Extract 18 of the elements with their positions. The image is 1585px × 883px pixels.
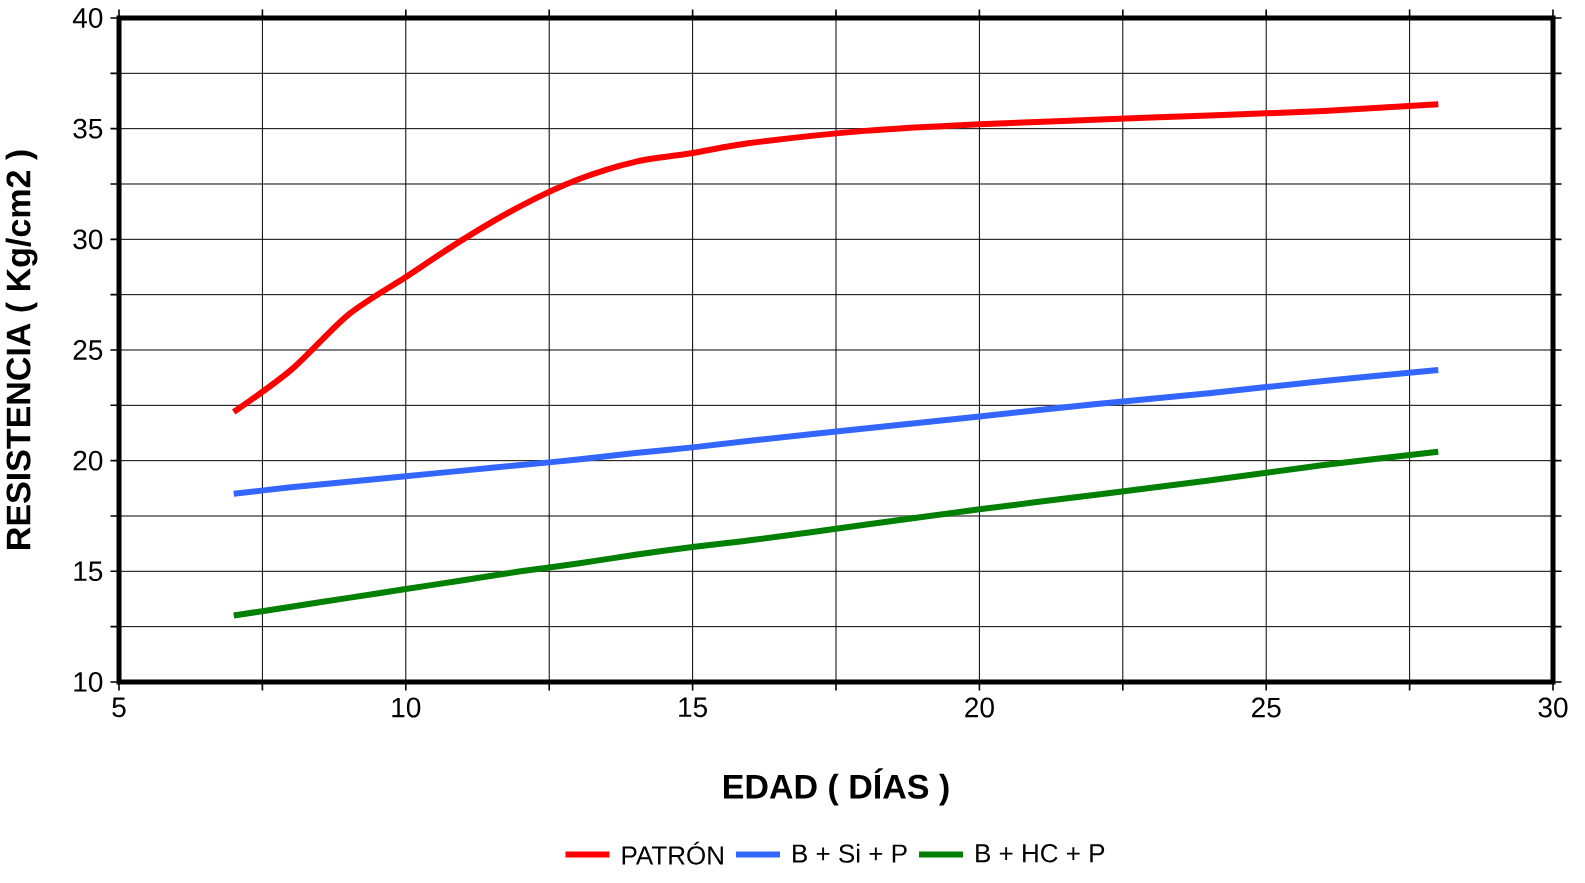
y-tick-label: 40 bbox=[72, 8, 103, 28]
legend-label: PATRÓN bbox=[622, 841, 723, 865]
x-tick-label: 5 bbox=[112, 697, 126, 718]
x-axis-title: EDAD ( DÍAS ) bbox=[724, 768, 949, 806]
x-tick-label: 10 bbox=[392, 697, 421, 718]
y-tick-label: 10 bbox=[74, 672, 103, 692]
legend-label: B + HC + P bbox=[976, 844, 1105, 863]
y-tick-label: 15 bbox=[74, 561, 103, 582]
y-tick-label: 35 bbox=[73, 118, 103, 139]
legend-label: B + Si + P bbox=[793, 843, 907, 863]
x-tick-label: 20 bbox=[965, 697, 994, 718]
x-tick-label: 30 bbox=[1538, 697, 1568, 718]
y-tick-label: 30 bbox=[73, 229, 103, 250]
y-tick-label: 20 bbox=[73, 450, 103, 471]
y-tick-label: 25 bbox=[73, 340, 103, 360]
x-tick-label: 25 bbox=[1252, 697, 1281, 718]
y-axis-title: RESISTENCIA ( Kg/cm2 ) bbox=[5, 150, 38, 549]
x-tick-label: 15 bbox=[679, 697, 707, 718]
